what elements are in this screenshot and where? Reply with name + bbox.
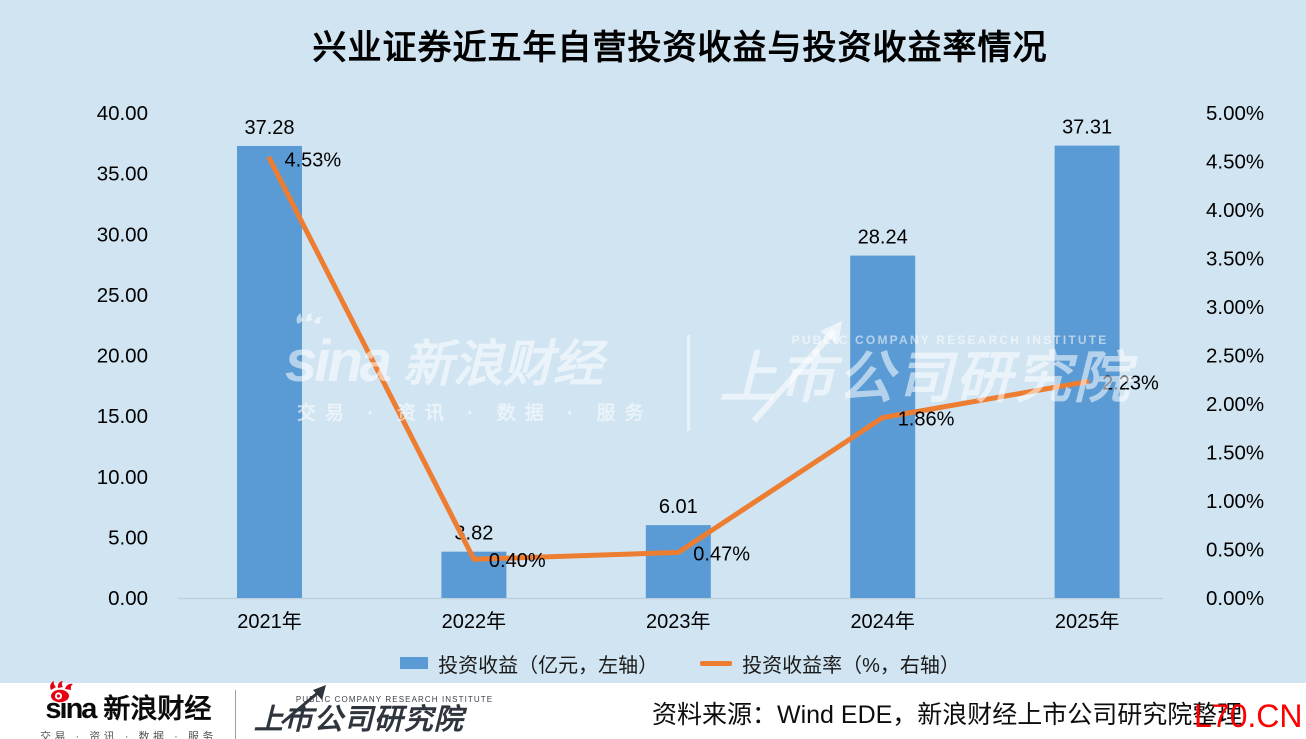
left-axis-tick-label: 15.00 <box>97 405 148 428</box>
line-point-label: 2.23% <box>1102 373 1159 395</box>
growth-arrow-icon <box>280 685 326 725</box>
line-point-label: 1.86% <box>898 409 955 431</box>
bar-value-label: 37.28 <box>244 117 294 139</box>
right-axis-tick-label: 1.00% <box>1206 490 1264 513</box>
left-axis-tick-label: 30.00 <box>97 223 148 246</box>
source-attribution: 资料来源：Wind EDE，新浪财经上市公司研究院整理 <box>652 701 1243 729</box>
left-axis-tick-label: 0.00 <box>108 587 148 610</box>
x-axis-category-label: 2024年 <box>850 610 915 633</box>
x-axis-category-label: 2025年 <box>1055 610 1120 633</box>
investment-income-bar <box>237 145 302 599</box>
right-axis-tick-label: 3.00% <box>1206 296 1264 319</box>
right-axis-tick-label: 0.00% <box>1206 587 1264 610</box>
investment-income-bar <box>1054 145 1120 598</box>
right-axis-tick-label: 2.00% <box>1206 393 1264 416</box>
x-axis-category-label: 2021年 <box>237 610 302 633</box>
line-point-label: 4.53% <box>285 150 342 172</box>
right-axis-tick-label: 0.50% <box>1206 539 1264 562</box>
sina-tagline: 交易 · 资讯 · 数据 · 服务 <box>40 731 217 739</box>
sina-finance-text: 新浪财经 <box>103 694 212 724</box>
sina-logo: sina 新浪财经 交易 · 资讯 · 数据 · 服务 <box>40 681 217 739</box>
x-axis-category-label: 2022年 <box>442 610 507 633</box>
chart-legend: 投资收益（亿元，左轴） 投资收益率（%，右轴） <box>55 649 1305 678</box>
right-axis-tick-label: 1.50% <box>1206 442 1264 465</box>
left-axis-tick-label: 35.00 <box>97 163 148 186</box>
right-axis-tick-label: 2.50% <box>1206 345 1264 368</box>
left-axis-tick-label: 5.00 <box>108 526 148 549</box>
line-point-label: 0.40% <box>489 550 546 572</box>
legend-item-bar: 投资收益（亿元，左轴） <box>400 649 658 678</box>
legend-item-line: 投资收益率（%，右轴） <box>700 649 960 678</box>
bar-value-label: 37.31 <box>1062 117 1112 139</box>
bar-value-label: 28.24 <box>858 227 908 249</box>
right-axis-tick-label: 4.50% <box>1206 151 1264 174</box>
left-axis-tick-label: 25.00 <box>97 284 148 307</box>
institute-en-text: PUBLIC COMPANY RESEARCH INSTITUTE <box>295 695 494 705</box>
footer-logos: sina 新浪财经 交易 · 资讯 · 数据 · 服务 PUBLIC COMPA… <box>40 681 494 739</box>
right-axis-tick-label: 3.50% <box>1206 248 1264 271</box>
combo-chart-plot: 40.00 35.00 30.00 25.00 20.00 15.00 10.00 5.00 0… <box>97 102 1264 633</box>
left-axis-tick-label: 20.00 <box>97 345 148 368</box>
left-axis-tick-label: 40.00 <box>97 102 148 125</box>
site-overlay-watermark: L70.CN <box>1194 698 1303 734</box>
bar-value-label: 6.01 <box>659 496 698 518</box>
left-axis-tick-label: 10.00 <box>97 466 148 489</box>
footer-bar: sina 新浪财经 交易 · 资讯 · 数据 · 服务 PUBLIC COMPA… <box>0 681 1306 739</box>
line-series-label: 投资收益率（%，右轴） <box>742 654 960 677</box>
sina-eye-icon <box>50 681 73 703</box>
investment-income-bar <box>850 255 916 598</box>
chart-title: 兴业证券近五年自营投资收益与投资收益率情况 <box>312 29 1048 67</box>
institute-logo: PUBLIC COMPANY RESEARCH INSTITUTE 上市公司研究… <box>253 685 494 737</box>
x-axis-category-label: 2023年 <box>646 610 711 633</box>
line-series-swatch <box>700 660 733 666</box>
bar-series-label: 投资收益（亿元，左轴） <box>438 654 659 677</box>
line-point-label: 0.47% <box>693 543 750 565</box>
institute-cn-text: 上市公司研究院 <box>253 704 464 737</box>
right-axis-tick-label: 5.00% <box>1206 102 1264 125</box>
right-axis-tick-label: 4.00% <box>1206 199 1264 222</box>
return-rate-line <box>267 156 1090 562</box>
bar-series-swatch <box>400 657 429 669</box>
footer-logo-divider <box>234 689 236 739</box>
